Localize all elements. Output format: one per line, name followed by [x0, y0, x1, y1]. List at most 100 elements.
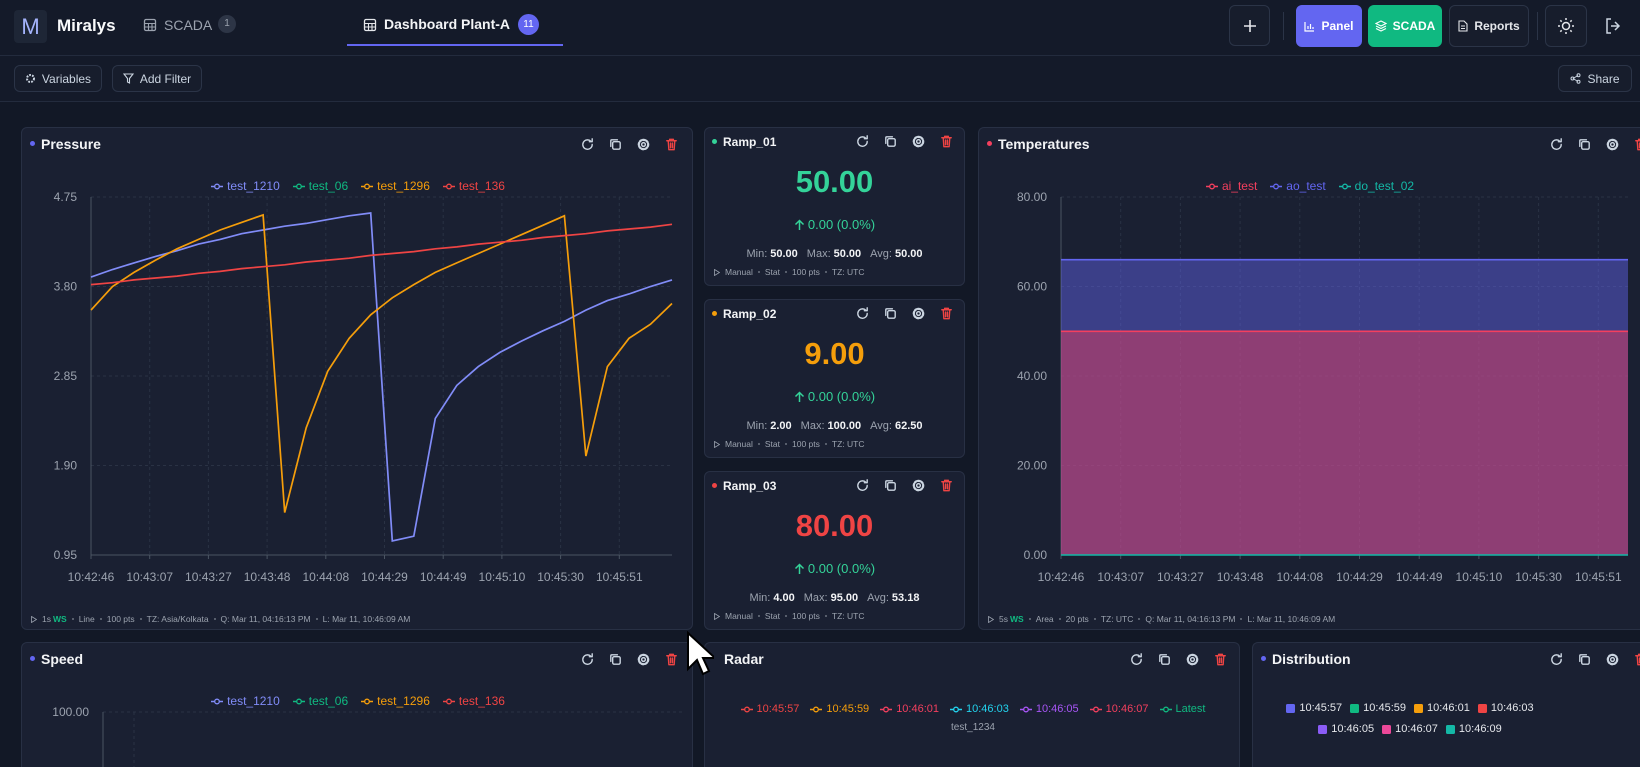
refresh-button[interactable]: [1129, 652, 1144, 667]
legend-item: 10:45:59: [810, 703, 869, 715]
refresh-button[interactable]: [855, 478, 870, 493]
y-tick-label: 40.00: [1017, 369, 1047, 383]
settings-button[interactable]: [911, 134, 926, 149]
logout-icon[interactable]: [1604, 17, 1622, 35]
delete-button[interactable]: [664, 137, 679, 152]
separator: [757, 615, 760, 617]
legend-dot: [214, 183, 221, 189]
delete-button[interactable]: [1213, 652, 1228, 667]
refresh-button-part: [857, 135, 868, 147]
add-button[interactable]: [1229, 5, 1270, 46]
panel-title: Radar: [724, 651, 764, 667]
footer-item: Manual: [725, 611, 753, 621]
settings-button[interactable]: [636, 137, 651, 152]
separator: [785, 615, 788, 617]
panel-footer: Manual Stat 100 pts TZ: UTC: [714, 439, 864, 449]
copy-button-part: [886, 481, 896, 491]
panel-button[interactable]: Panel: [1296, 5, 1362, 47]
copy-button[interactable]: [1577, 652, 1592, 667]
theme-button[interactable]: [1545, 5, 1587, 47]
share-shape: [1576, 73, 1581, 78]
share-button[interactable]: Share: [1558, 65, 1632, 92]
change-text: 0.00 (0.0%): [807, 217, 876, 232]
logo[interactable]: M: [14, 10, 47, 43]
delete-button-part: [666, 138, 677, 151]
delete-button[interactable]: [939, 306, 954, 321]
panel-title: Speed: [41, 651, 84, 667]
tab[interactable]: SCADA: [164, 17, 213, 33]
settings-button[interactable]: [911, 306, 926, 321]
stat-number: 95.00: [830, 592, 859, 604]
legend-marker: [361, 183, 374, 189]
legend: ai_test ao_test do_test_02: [979, 179, 1640, 193]
x-tick-label: 10:45:30: [537, 570, 584, 584]
separator: [824, 443, 827, 445]
settings-button[interactable]: [911, 478, 926, 493]
settings-button[interactable]: [1185, 652, 1200, 667]
stat-change: 0.00 (0.0%): [705, 217, 964, 232]
panel-actions: [855, 134, 954, 149]
play-icon: [714, 612, 720, 620]
x-tick-label: 10:43:07: [126, 570, 173, 584]
series-line: [90, 213, 673, 513]
refresh-button[interactable]: [855, 134, 870, 149]
variables-button[interactable]: Variables: [14, 65, 102, 92]
delete-button[interactable]: [1633, 652, 1640, 667]
legend-marker: [292, 698, 305, 704]
footer-item: Stat: [764, 267, 781, 277]
legend-item: test_1210: [211, 694, 280, 708]
refresh-button[interactable]: [580, 652, 595, 667]
stat-item: Avg: 62.50: [870, 420, 922, 432]
refresh-button[interactable]: [855, 306, 870, 321]
delete-button[interactable]: [939, 478, 954, 493]
tab-active[interactable]: Dashboard Plant-A: [384, 16, 511, 32]
settings-button[interactable]: [636, 652, 651, 667]
copy-button-part: [1579, 654, 1588, 663]
settings-button[interactable]: [1605, 137, 1620, 152]
legend: test_1210 test_06 test_1296 test_136: [22, 694, 692, 708]
settings-button[interactable]: [1605, 652, 1620, 667]
delete-button[interactable]: [939, 134, 954, 149]
copy-button[interactable]: [883, 478, 898, 493]
copy-button[interactable]: [883, 134, 898, 149]
stat-number: 2.00: [770, 420, 792, 432]
panel-dot: [712, 311, 717, 316]
layers-shape: [1374, 20, 1387, 32]
legend-marker: [211, 698, 224, 704]
copy-button[interactable]: [883, 306, 898, 321]
delete-button[interactable]: [664, 652, 679, 667]
legend-dot: [1208, 183, 1215, 189]
delete-button[interactable]: [1633, 137, 1640, 152]
footer-item: Line: [78, 614, 95, 624]
footer-item: Stat: [764, 439, 781, 449]
copy-button[interactable]: [1157, 652, 1172, 667]
button-label: Add Filter: [139, 71, 192, 86]
refresh-button[interactable]: [580, 137, 595, 152]
stat-label: Min:: [749, 592, 771, 604]
button-label: SCADA: [1392, 19, 1436, 33]
series-line: [90, 212, 673, 542]
copy-button[interactable]: [608, 652, 623, 667]
scada-button[interactable]: SCADA: [1368, 5, 1442, 47]
stat-label: Max:: [800, 420, 825, 432]
panel-title: Ramp_02: [723, 307, 777, 321]
panel-dot: [712, 139, 717, 144]
panel-actions: [855, 306, 954, 321]
sun-shape: [1558, 18, 1574, 34]
legend-swatch: [1477, 703, 1487, 713]
x-tick-label: 10:42:46: [1038, 570, 1085, 584]
refresh-button[interactable]: [1549, 652, 1564, 667]
copy-button[interactable]: [1577, 137, 1592, 152]
legend-swatch: [1286, 703, 1296, 713]
add-filter-button[interactable]: Add Filter: [112, 65, 202, 92]
button-label: Panel: [1321, 19, 1354, 33]
reports-button[interactable]: Reports: [1449, 5, 1529, 47]
legend: 10:45:57 10:45:59 10:46:01 10:46:03 10:46:05…: [1285, 702, 1535, 735]
refresh-button[interactable]: [1549, 137, 1564, 152]
chart-shape: [1304, 21, 1315, 32]
copy-button[interactable]: [608, 137, 623, 152]
legend-label: 10:46:05: [1331, 723, 1375, 735]
legend-item: test_06: [292, 694, 348, 708]
y-tick-label: 4.75: [54, 190, 78, 204]
footer-item: Area: [1035, 614, 1054, 624]
